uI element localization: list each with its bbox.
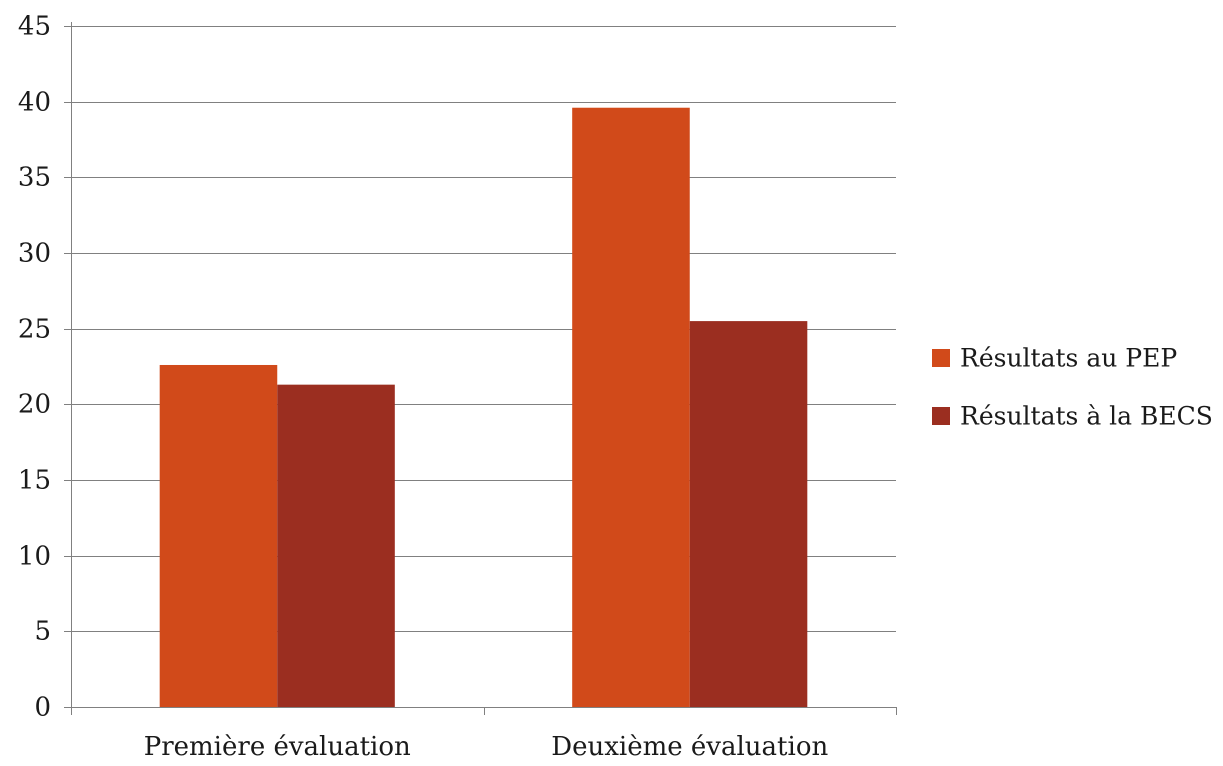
- y-tick-label: 0: [34, 693, 51, 723]
- y-tick-label: 45: [18, 12, 51, 42]
- y-tick-label: 15: [18, 466, 51, 496]
- legend: Résultats au PEP Résultats à la BECS: [932, 344, 1213, 431]
- legend-label: Résultats à la BECS: [960, 402, 1213, 431]
- y-tick-label: 10: [18, 542, 51, 572]
- bar-pep-1: [159, 364, 278, 707]
- legend-label: Résultats au PEP: [960, 344, 1177, 373]
- axes: [64, 22, 897, 715]
- y-tick-label: 20: [18, 390, 51, 420]
- y-tick-label: 30: [18, 239, 51, 269]
- x-axis-category-labels: Première évaluation Deuxième évaluation: [144, 732, 829, 762]
- y-tick-label: 5: [34, 617, 51, 647]
- y-axis-tick-labels: 0 5 10 15 20 25 30 35 40 45: [18, 12, 51, 723]
- bar-becs-1: [277, 384, 395, 707]
- x-category-label: Première évaluation: [144, 732, 411, 762]
- y-tick-label: 40: [18, 88, 51, 118]
- y-tick-label: 25: [18, 315, 51, 345]
- bars: [159, 107, 808, 708]
- x-category-label: Deuxième évaluation: [551, 732, 828, 762]
- y-tick-label: 35: [18, 163, 51, 193]
- bar-pep-2: [572, 107, 690, 708]
- legend-swatch: [932, 407, 950, 425]
- legend-swatch: [932, 349, 950, 367]
- bar-becs-2: [689, 321, 808, 707]
